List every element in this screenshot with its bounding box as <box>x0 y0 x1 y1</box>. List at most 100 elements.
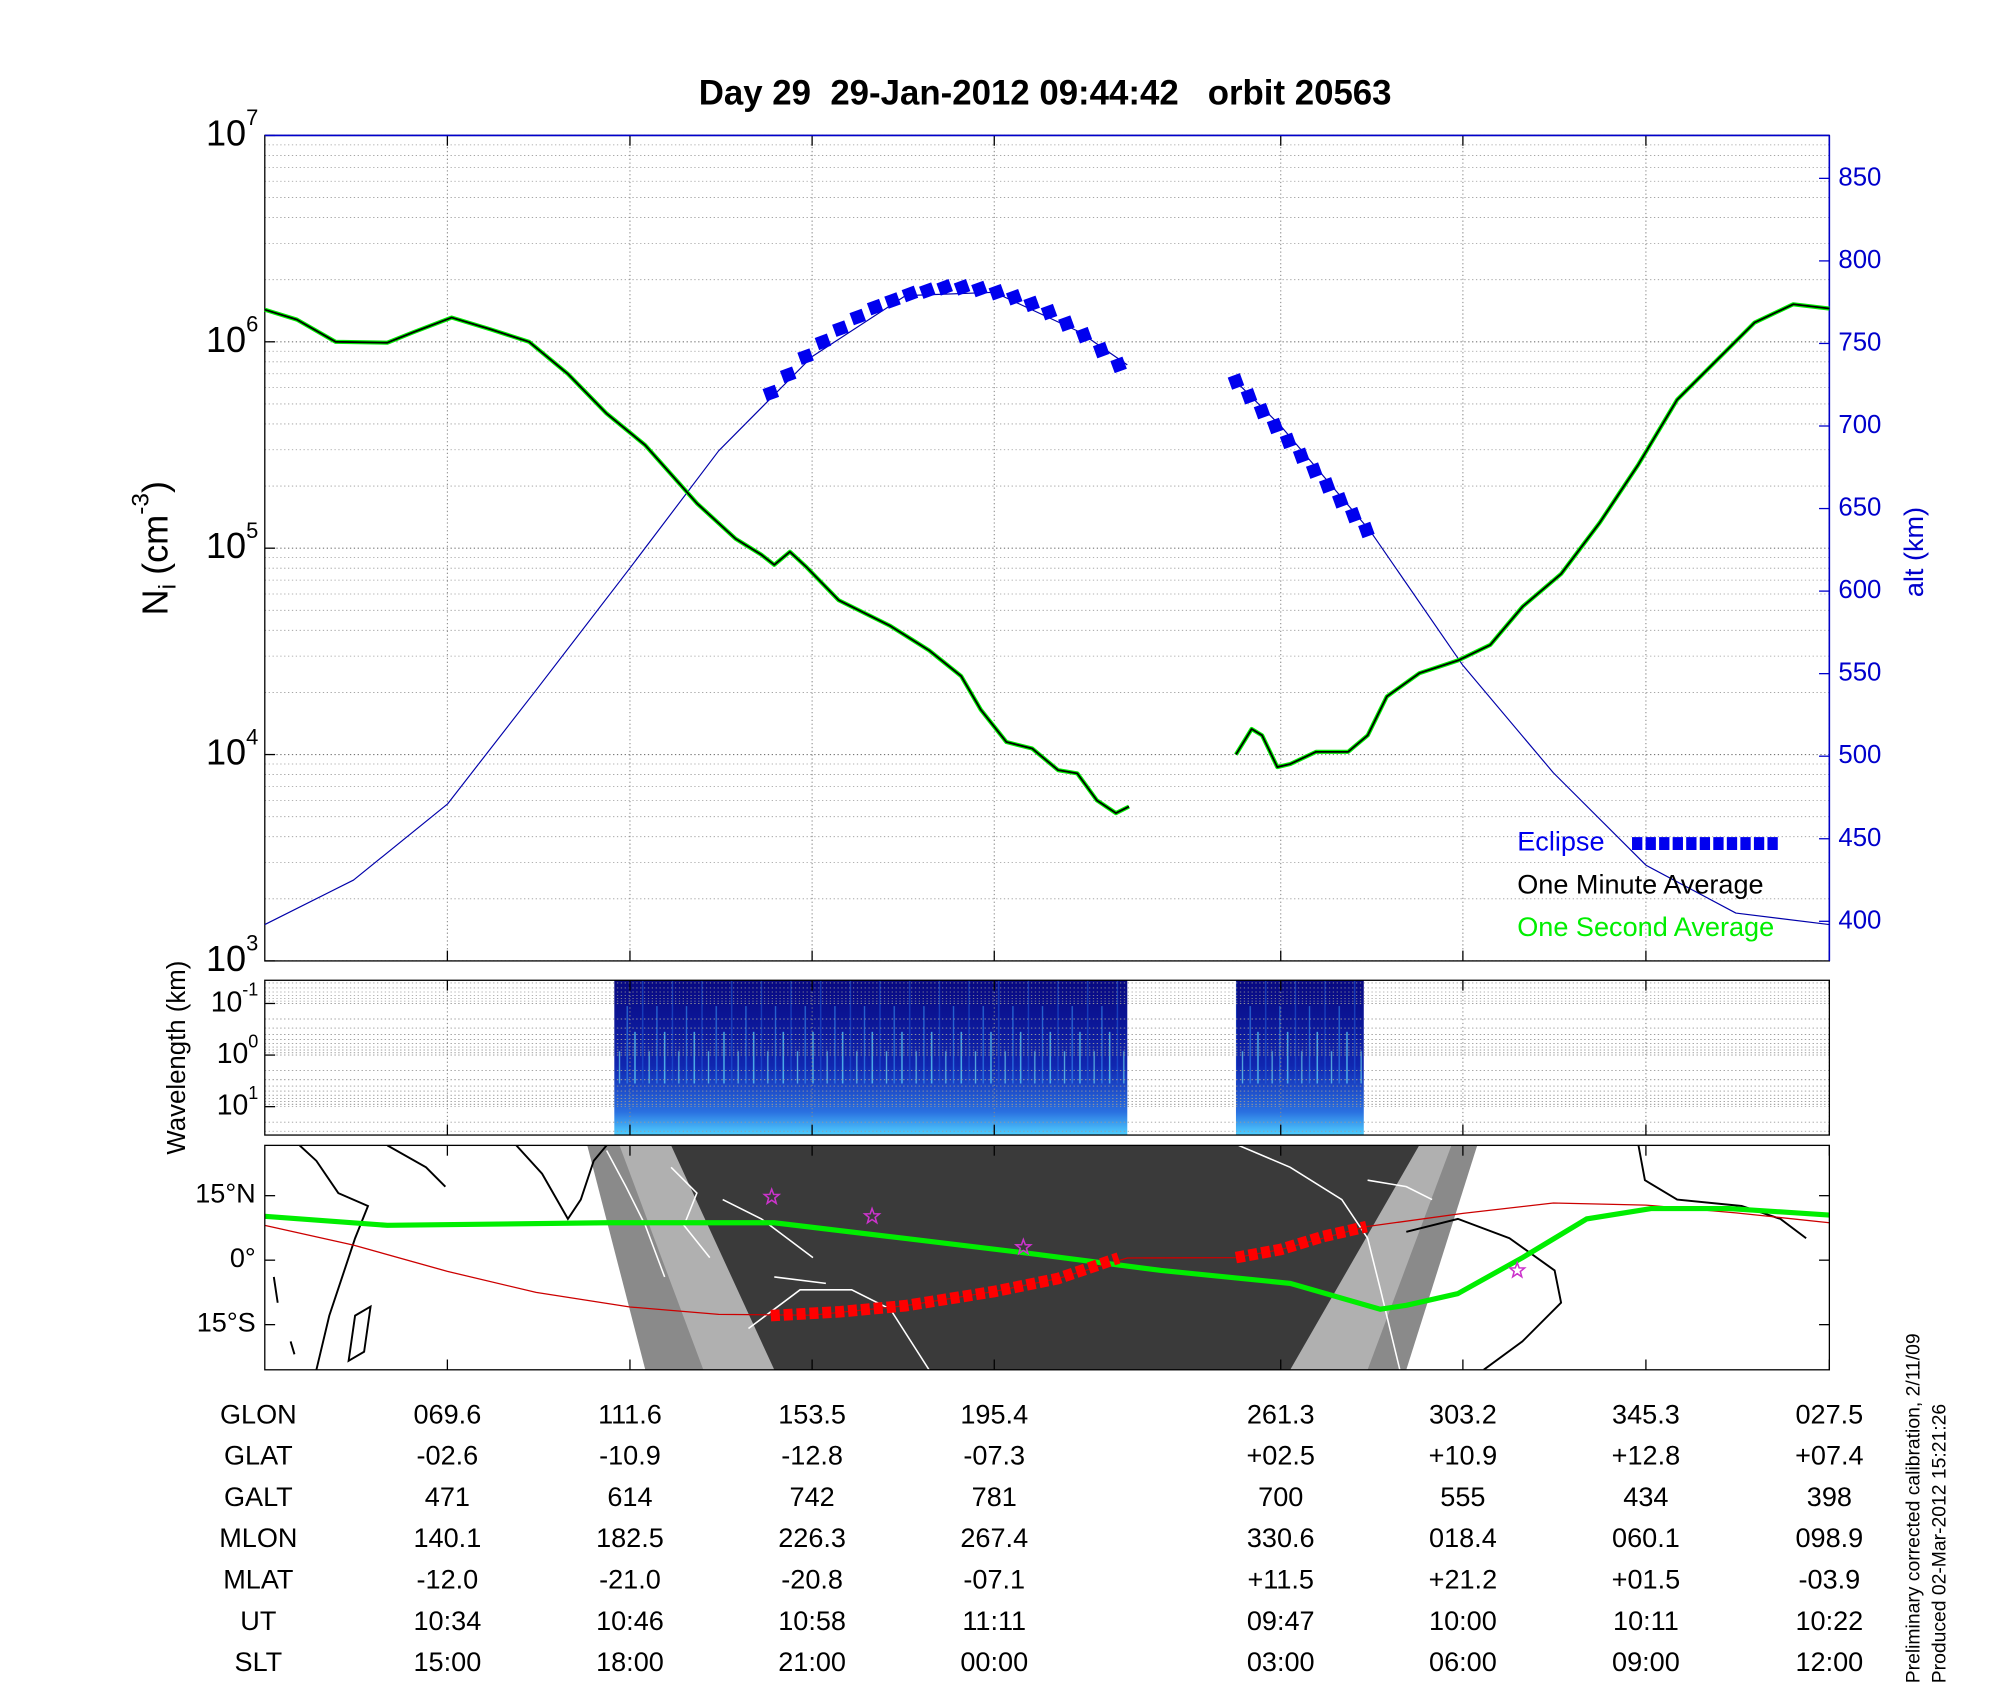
legend-swatch <box>1645 837 1656 850</box>
table-cell: 060.1 <box>1612 1522 1680 1553</box>
eclipse-marker <box>779 366 797 384</box>
table-cell: 069.6 <box>413 1398 481 1429</box>
legend-swatch <box>1699 837 1711 850</box>
map-track <box>264 1205 1830 1312</box>
table-cell: 10:11 <box>1613 1605 1679 1636</box>
table-cell: 111.6 <box>598 1398 662 1429</box>
table-cell: -03.9 <box>1798 1563 1860 1594</box>
table-cell: +07.4 <box>1795 1440 1864 1471</box>
tick-exponent: 3 <box>246 930 258 955</box>
table-cell: 555 <box>1440 1481 1485 1512</box>
tick-text: 550 <box>1838 658 1881 686</box>
star-marker <box>1013 1237 1033 1256</box>
table-cell: +01.5 <box>1612 1563 1681 1594</box>
y-tick-label: 101 <box>217 1083 259 1122</box>
eclipse-marker <box>1110 356 1127 374</box>
table-cell: -20.8 <box>781 1563 843 1594</box>
table-cell: +02.5 <box>1246 1440 1315 1471</box>
row-label: GALT <box>224 1481 293 1512</box>
table-cell: 10:34 <box>413 1605 481 1636</box>
eclipse-marker <box>988 284 1006 301</box>
legend-swatch <box>1740 837 1751 850</box>
table-cell: 027.5 <box>1795 1398 1863 1429</box>
table-cell: -12.8 <box>781 1440 843 1471</box>
eclipse-marker <box>832 320 849 337</box>
eclipse-marker <box>1332 492 1349 509</box>
tick-text: 400 <box>1838 906 1881 934</box>
table-cell: 00:00 <box>960 1646 1028 1677</box>
tick-exponent: -1 <box>242 979 258 999</box>
tick-text: 700 <box>1838 411 1881 439</box>
legend-swatch <box>1686 837 1697 850</box>
tick-base: 10 <box>206 318 246 359</box>
table-cell: 434 <box>1623 1481 1668 1512</box>
star-marker <box>1507 1260 1527 1279</box>
legend-label: Eclipse <box>1517 826 1604 857</box>
coastline <box>1637 1145 1807 1240</box>
table-cell: 18:00 <box>596 1646 664 1677</box>
table-cell: 018.4 <box>1429 1522 1497 1553</box>
y-tick-label: 15°S <box>197 1307 256 1338</box>
tick-exponent: 7 <box>246 105 258 130</box>
y2-tick-label: 450 <box>1838 824 1881 852</box>
y-tick-label: 100 <box>217 1031 259 1070</box>
eclipse-marker <box>1240 388 1258 405</box>
tick-base: 10 <box>206 731 246 772</box>
map-track <box>770 1220 1368 1322</box>
table-cell: 398 <box>1807 1481 1852 1512</box>
table-cell: +10.9 <box>1429 1440 1498 1471</box>
y2-tick-label: 700 <box>1838 411 1881 439</box>
eclipse-marker <box>884 292 901 309</box>
table-cell: 098.9 <box>1795 1522 1863 1553</box>
table-cell: +11.5 <box>1247 1563 1314 1594</box>
y-tick-label: 107 <box>206 105 258 153</box>
tick-exponent: 0 <box>248 1031 258 1051</box>
tick-exponent: 6 <box>246 311 258 336</box>
table-cell: 742 <box>790 1481 835 1512</box>
tick-text: 750 <box>1838 328 1881 356</box>
tick-text: 850 <box>1838 163 1881 191</box>
label-main: N <box>134 589 175 615</box>
y2-tick-label: 550 <box>1838 658 1881 686</box>
label-sup: -3 <box>128 493 155 515</box>
tick-exponent: 1 <box>248 1083 258 1103</box>
table-cell: 345.3 <box>1612 1398 1680 1429</box>
eclipse-marker <box>849 308 867 326</box>
legend-swatch <box>1632 837 1643 850</box>
eclipse-marker <box>901 285 919 303</box>
label-sub: i <box>155 584 182 589</box>
eclipse-marker <box>1058 315 1075 332</box>
coastline <box>272 1276 296 1355</box>
coastlines-night <box>605 1145 1433 1370</box>
y2-axis-label: alt (km) <box>1898 507 1929 597</box>
table-cell: 15:00 <box>413 1646 481 1677</box>
table-cell: 10:46 <box>596 1605 664 1636</box>
eclipse-marker <box>1279 432 1297 450</box>
eclipse-marker <box>971 280 988 298</box>
plot-frame <box>264 1144 1831 1371</box>
eclipse-marker <box>1092 341 1110 359</box>
eclipse-marker <box>814 333 832 351</box>
series-line <box>264 303 1830 815</box>
table-cell: -02.6 <box>417 1440 479 1471</box>
eclipse-marker <box>797 348 814 365</box>
y-tick-label: 15°N <box>195 1178 256 1209</box>
table-cell: 153.5 <box>778 1398 846 1429</box>
table-cell: 261.3 <box>1247 1398 1315 1429</box>
y2-tick-label: 500 <box>1838 741 1881 769</box>
table-cell: +21.2 <box>1429 1563 1498 1594</box>
table-cell: -07.3 <box>963 1440 1025 1471</box>
legend-label: One Second Average <box>1517 911 1774 942</box>
plot-frame <box>264 979 1831 1136</box>
table-cell: 09:00 <box>1612 1646 1680 1677</box>
row-label: MLON <box>219 1522 297 1553</box>
row-label: UT <box>240 1605 276 1636</box>
legend-swatch <box>1672 837 1683 850</box>
y-axis-label: Wavelength (km) <box>163 961 191 1155</box>
row-label: SLT <box>235 1646 283 1677</box>
eclipse-marker <box>1253 402 1271 420</box>
y-tick-label: 106 <box>206 311 258 359</box>
table-cell: -12.0 <box>417 1563 479 1594</box>
coastline <box>298 1145 370 1370</box>
footnote: Preliminary corrected calibration, 2/11/… <box>1903 1333 1925 1683</box>
